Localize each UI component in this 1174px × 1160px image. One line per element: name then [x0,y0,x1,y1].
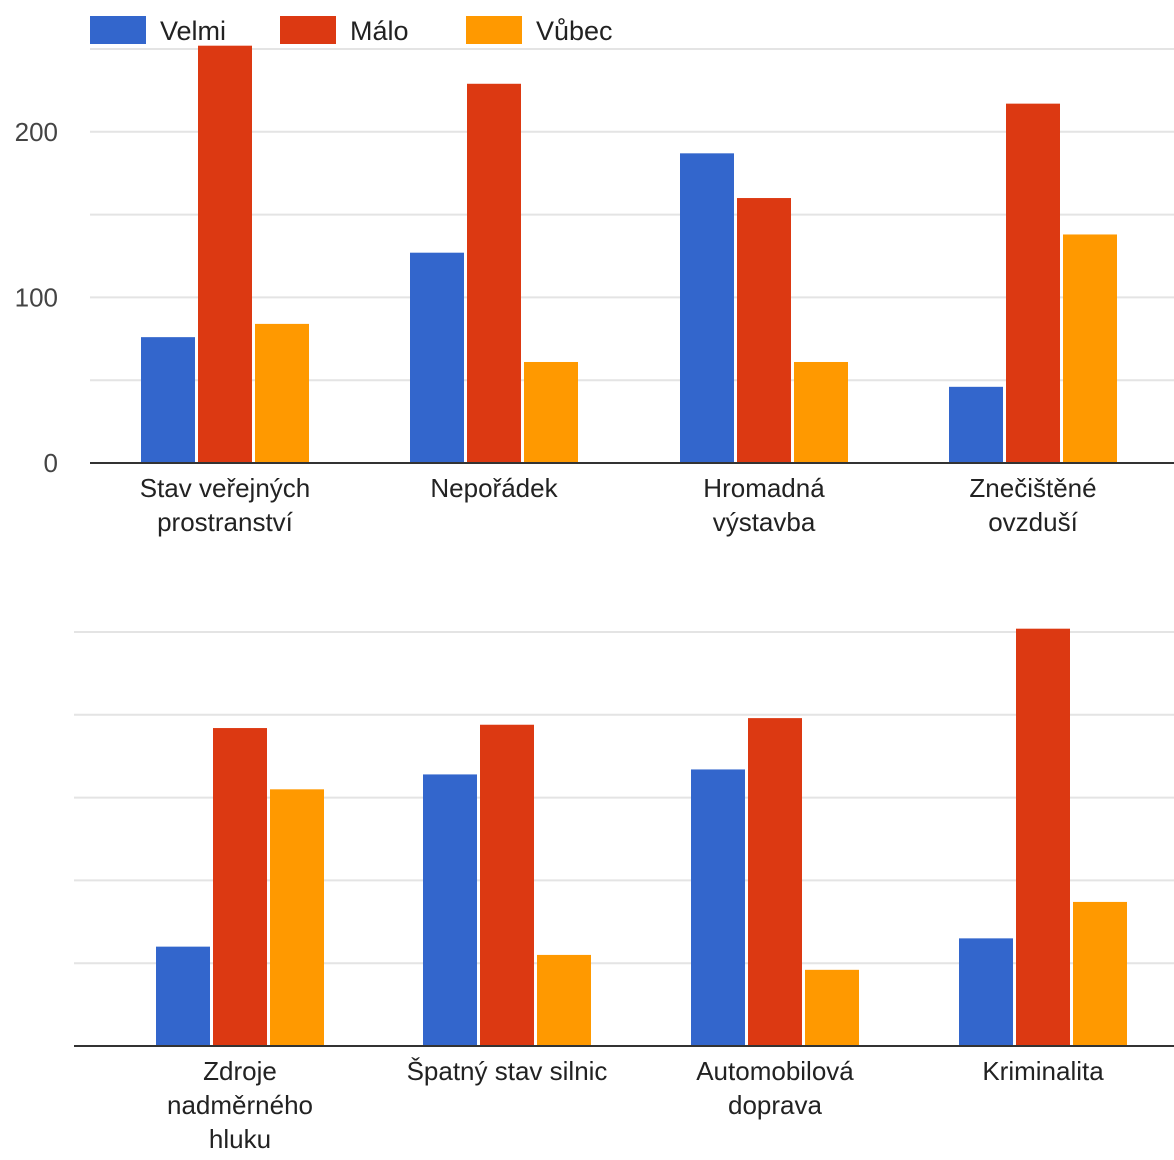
category-label-line: Automobilová [696,1056,854,1086]
category-label-1: Špatný stav silnic [407,1056,608,1086]
y-tick-label-1: 100 [15,282,58,312]
legend-swatch-0 [90,16,146,44]
y-tick-label-2: 200 [15,117,58,147]
bar-Velmi-2 [680,153,734,463]
legend-swatch-1 [280,16,336,44]
bar-Velmi-0 [141,337,195,463]
legend-label-0: Velmi [160,16,226,46]
category-label-line: Nepořádek [430,473,558,503]
category-label-3: Znečištěné ovzduší [969,473,1096,537]
chart-top: 0 100 200 Stav veřejných prostranství Nepořád… [15,45,1174,537]
bar-Vůbec-1 [524,361,578,463]
bar-Vůbec-2 [805,969,859,1046]
bar-Velmi-2 [691,769,745,1046]
bar-Málo-2 [748,718,802,1046]
bar-Velmi-1 [423,774,477,1046]
bar-Velmi-3 [959,938,1013,1046]
category-label-2: Hromadná výstavba [703,473,825,537]
legend-label-2: Vůbec [536,16,613,46]
category-label-3: Kriminalita [982,1056,1104,1086]
bar-Málo-2 [737,198,791,464]
category-label-1: Nepořádek [430,473,558,503]
legend-label-1: Málo [350,16,409,46]
bar-Málo-1 [480,724,534,1046]
bar-Velmi-1 [410,252,464,463]
bar-Vůbec-3 [1073,901,1127,1046]
bar-Málo-0 [198,45,252,464]
chart-bottom: Zdroje nadměrného hluku Špatný stav silnic A… [74,628,1174,1154]
bar-Málo-3 [1006,103,1060,463]
category-label-line: Kriminalita [982,1056,1104,1086]
y-tick-label-0: 0 [44,448,58,478]
bar-Málo-0 [213,728,267,1046]
category-label-line: nadměrného [167,1090,313,1120]
category-label-line: Špatný stav silnic [407,1056,608,1086]
category-label-line: Stav veřejných [140,473,311,503]
legend: Velmi Málo Vůbec [90,16,613,46]
category-label-0: Stav veřejných prostranství [140,473,311,537]
bar-Vůbec-3 [1063,234,1117,463]
bar-Málo-1 [467,83,521,463]
category-label-2: Automobilová doprava [696,1056,854,1120]
category-label-line: ovzduší [988,507,1078,537]
bar-Vůbec-0 [270,789,324,1046]
bar-Vůbec-0 [255,323,309,463]
bar-Velmi-0 [156,946,210,1046]
category-label-line: Hromadná [703,473,825,503]
category-label-line: Znečištěné [969,473,1096,503]
category-label-line: prostranství [157,507,294,537]
legend-swatch-2 [466,16,522,44]
bar-Vůbec-1 [537,954,591,1046]
bar-Málo-3 [1016,628,1070,1046]
category-label-line: doprava [728,1090,822,1120]
category-label-line: výstavba [713,507,816,537]
bar-Velmi-3 [949,386,1003,463]
category-label-line: Zdroje [203,1056,277,1086]
category-label-0: Zdroje nadměrného hluku [167,1056,313,1154]
bar-Vůbec-2 [794,361,848,463]
category-label-line: hluku [209,1124,271,1154]
